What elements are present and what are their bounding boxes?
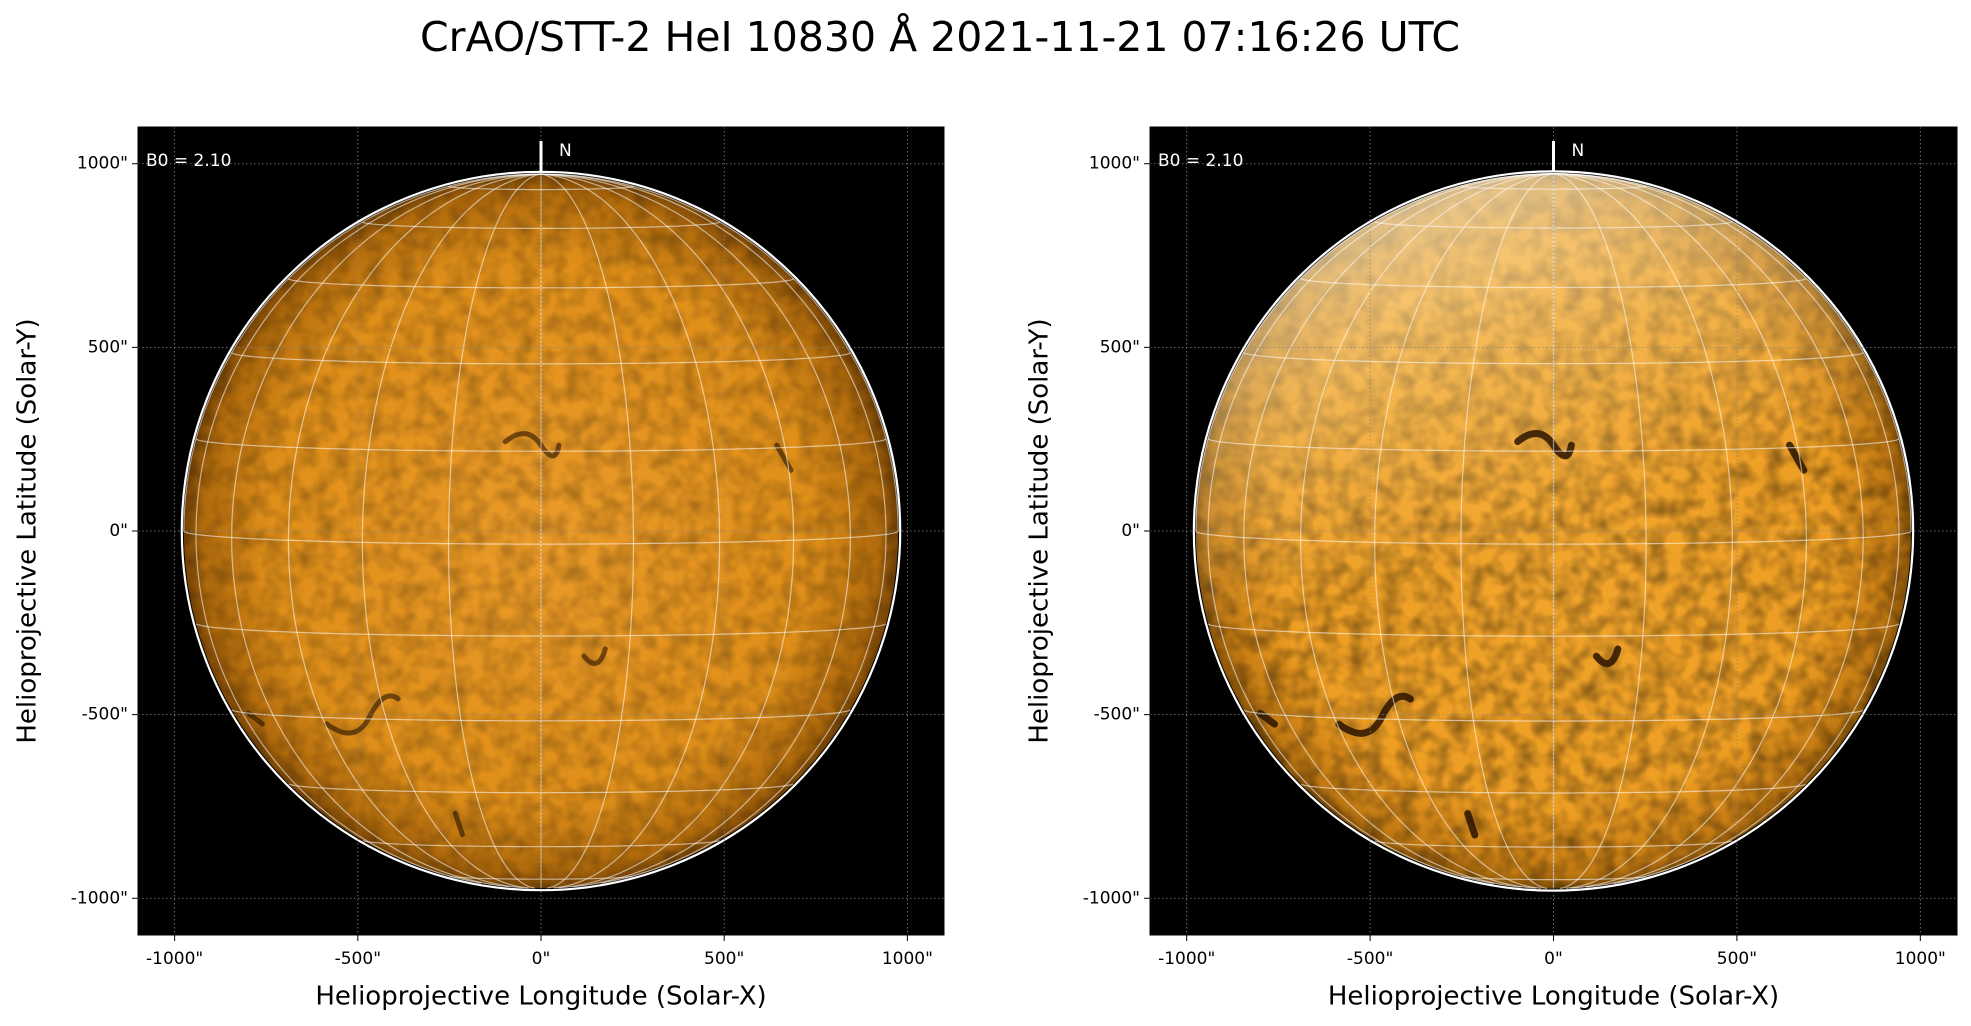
graticule-line xyxy=(1553,173,1733,889)
graticule-line xyxy=(447,173,542,889)
axes-frame xyxy=(1149,126,1958,936)
graticule-line xyxy=(231,173,542,888)
axes-frame xyxy=(137,126,945,936)
plot-area xyxy=(1150,127,1957,935)
y-tick-label: 1000" xyxy=(77,154,128,174)
graticule-line xyxy=(195,173,542,884)
filament xyxy=(324,693,401,736)
y-tick-label: 1000" xyxy=(1089,154,1140,174)
y-tick-label: -500" xyxy=(82,705,128,725)
graticule-line xyxy=(1553,173,1900,885)
north-label: N xyxy=(559,141,572,161)
b0-annotation: B0 = 2.10 xyxy=(146,151,231,171)
x-tick-label: 500" xyxy=(1717,949,1757,969)
north-label: N xyxy=(1572,141,1585,161)
graticule-line xyxy=(1374,173,1554,889)
figure-title: CrAO/STT-2 HeI 10830 Å 2021-11-21 07:16:… xyxy=(420,13,1460,61)
filament xyxy=(452,810,465,838)
x-tick-label: 1000" xyxy=(1895,949,1946,969)
filament xyxy=(1335,692,1414,737)
x-tick-label: 0" xyxy=(1544,949,1563,969)
x-tick-label: 500" xyxy=(704,949,744,969)
plot-area xyxy=(138,127,944,935)
y-tick-label: 500" xyxy=(88,337,128,357)
panel: -1000" -500" 0" 500" 1000" -1000" -500" 0" 500" 1… xyxy=(13,126,945,1012)
graticule-line xyxy=(183,173,542,532)
graticule-line xyxy=(540,173,795,889)
panel: -1000" -500" 0" 500" 1000" -1000" -500" 0" 500" 1… xyxy=(1025,126,1958,1012)
b0-annotation: B0 = 2.10 xyxy=(1158,151,1243,171)
x-tick-label: -1000" xyxy=(146,949,203,969)
graticule-line xyxy=(287,173,542,889)
graticule-line xyxy=(361,173,542,889)
filament xyxy=(581,646,608,666)
x-axis-label: Helioprojective Longitude (Solar-X) xyxy=(1328,982,1779,1012)
filament xyxy=(1592,645,1622,668)
graticule-line xyxy=(1553,173,1912,532)
graticule-line xyxy=(1553,173,1864,888)
graticule-line xyxy=(1195,173,1554,532)
graticule-line xyxy=(1299,173,1554,889)
x-tick-label: -500" xyxy=(1347,949,1393,969)
graticule-line xyxy=(1207,173,1554,885)
y-axis-label: Helioprojective Latitude (Solar-Y) xyxy=(1025,318,1055,743)
graticule-line xyxy=(540,173,635,889)
y-tick-label: 500" xyxy=(1100,337,1140,357)
filament xyxy=(1256,709,1279,728)
graticule-line xyxy=(540,173,721,889)
graticule-line xyxy=(1553,173,1808,889)
y-axis-label: Helioprojective Latitude (Solar-Y) xyxy=(13,318,43,743)
y-tick-label: -500" xyxy=(1094,705,1140,725)
y-tick-label: -1000" xyxy=(1083,888,1140,908)
y-tick-label: 0" xyxy=(109,521,128,541)
y-tick-label: 0" xyxy=(1121,521,1140,541)
x-axis-label: Helioprojective Longitude (Solar-X) xyxy=(315,982,766,1012)
x-tick-label: 0" xyxy=(532,949,551,969)
graticule-line xyxy=(540,173,899,532)
x-tick-label: -1000" xyxy=(1158,949,1215,969)
graticule-line xyxy=(1460,173,1554,889)
graticule-line xyxy=(540,173,887,884)
x-tick-label: -500" xyxy=(335,949,381,969)
x-tick-label: 1000" xyxy=(882,949,933,969)
graticule-line xyxy=(1243,173,1554,888)
filament xyxy=(1464,810,1479,839)
y-tick-label: -1000" xyxy=(71,888,128,908)
graticule-line xyxy=(540,173,851,888)
